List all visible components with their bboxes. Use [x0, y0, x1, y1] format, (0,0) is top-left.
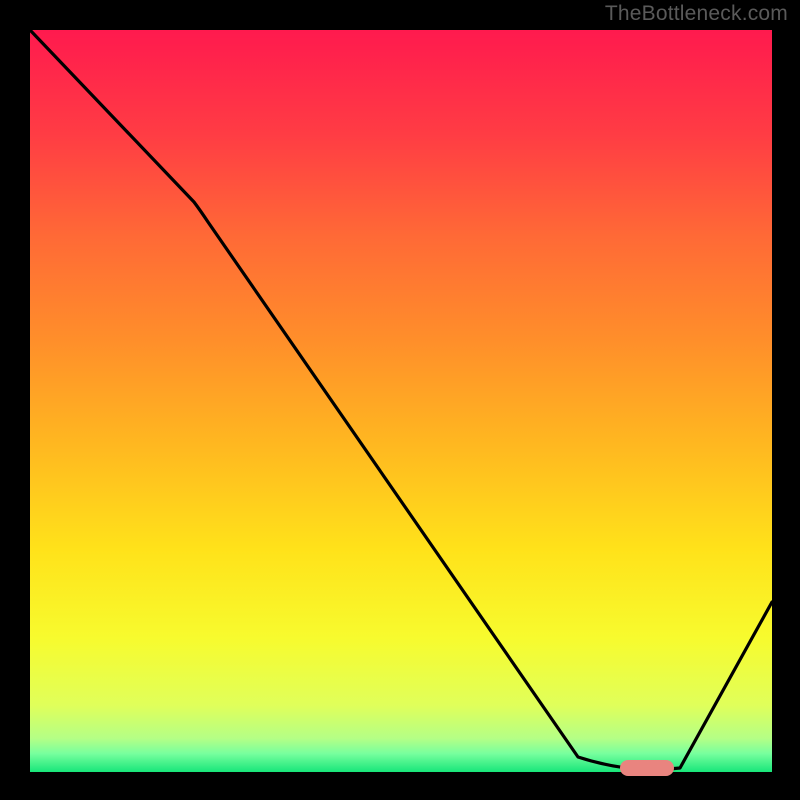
bottleneck-chart: [30, 30, 772, 772]
bottleneck-curve: [30, 30, 772, 770]
optimal-marker: [620, 760, 674, 776]
plot-area: [30, 30, 772, 772]
watermark-text: TheBottleneck.com: [605, 2, 788, 26]
